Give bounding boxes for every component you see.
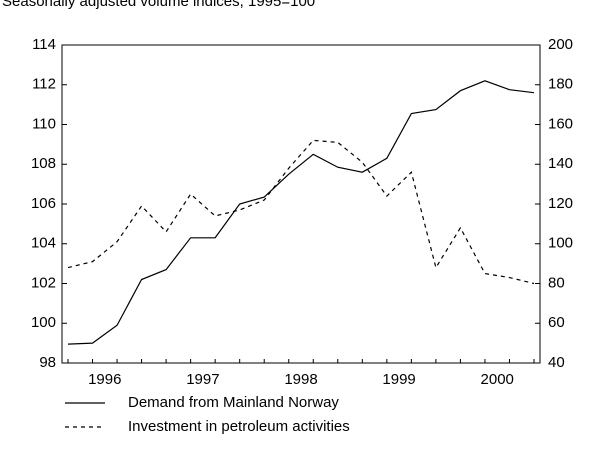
x-tick-label: 1996	[88, 371, 121, 388]
y2-tick-label: 40	[548, 354, 565, 371]
x-tick-label: 2000	[481, 371, 514, 388]
y-tick-label: 112	[32, 76, 56, 93]
y2-tick-label: 120	[548, 195, 573, 212]
y2-tick-label: 140	[548, 155, 573, 172]
plot-frame	[61, 44, 541, 364]
y2-tick-label: 160	[548, 115, 573, 132]
y-tick-label: 104	[31, 235, 56, 252]
legend-label: Demand from Mainland Norway	[128, 394, 339, 411]
y2-tick-label: 200	[548, 36, 573, 53]
y-tick-label: 98	[39, 354, 56, 371]
y2-tick-label: 180	[548, 76, 573, 93]
chart-title: Seasonally adjusted volume indices, 1995…	[2, 0, 315, 10]
x-tick-label: 1997	[186, 371, 219, 388]
y2-tick-label: 80	[548, 274, 565, 291]
y-tick-label: 110	[32, 115, 56, 132]
x-tick-label: 1999	[382, 371, 415, 388]
series-line	[67, 139, 535, 285]
x-tick-label: 1998	[284, 371, 317, 388]
series-line	[67, 80, 535, 345]
y-tick-label: 106	[31, 195, 56, 212]
y2-tick-label: 60	[548, 314, 565, 331]
y-tick-label: 100	[31, 314, 56, 331]
y-tick-label: 114	[32, 36, 56, 53]
y2-tick-label: 100	[548, 235, 573, 252]
legend-label: Investment in petroleum activities	[128, 418, 350, 435]
y-tick-label: 102	[31, 274, 56, 291]
y-tick-label: 108	[31, 155, 56, 172]
